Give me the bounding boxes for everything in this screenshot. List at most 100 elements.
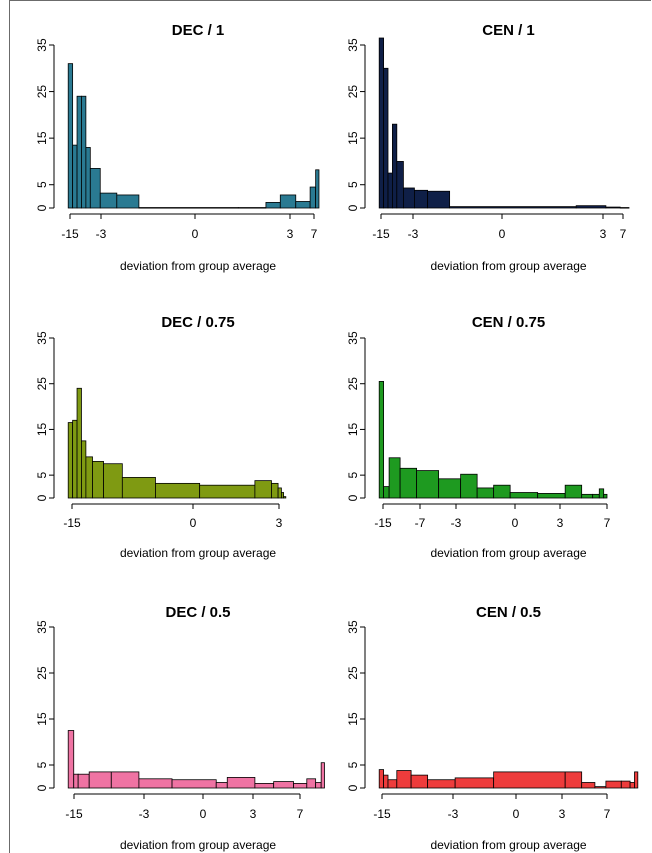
- histogram-panel-4: CEN / 0.75 0 5 15 25 35 -15 -7 -3 0 3 7 deviation fr…: [346, 314, 611, 560]
- histogram-panel-1: DEC / 1 0 5 15 25 35 -15 -3 0 3 7 deviation from gr…: [35, 22, 320, 273]
- histogram-bar: [392, 123, 398, 209]
- x-tick-label: 0: [499, 227, 506, 241]
- histogram-bar: [283, 496, 287, 499]
- y-tick-label: 0: [35, 494, 49, 501]
- histogram-bar: [199, 484, 256, 499]
- histogram-bar: [254, 783, 275, 789]
- histogram-bar: [605, 780, 622, 789]
- histogram-bar: [378, 769, 385, 789]
- y-tick-label: 5: [35, 761, 49, 768]
- histogram-bar: [273, 781, 294, 789]
- y-tick-label: 5: [346, 471, 360, 478]
- x-tick-label: 7: [604, 807, 611, 821]
- x-tick-label: -15: [63, 516, 81, 530]
- histogram-bar: [72, 144, 78, 209]
- histogram-bar: [476, 487, 495, 499]
- figure-frame: [9, 0, 651, 853]
- histogram-bar: [280, 492, 285, 499]
- x-tick-label: 3: [557, 516, 564, 530]
- x-tick-label: -15: [372, 227, 390, 241]
- histogram-bar: [293, 783, 308, 789]
- x-tick-label: -7: [415, 516, 426, 530]
- y-tick-label: 35: [346, 38, 360, 52]
- y-tick-label: 35: [35, 620, 49, 634]
- x-tick-label: 7: [604, 516, 611, 530]
- y-tick-label: 0: [346, 204, 360, 211]
- histogram-bar: [399, 467, 418, 499]
- histogram-bar: [76, 95, 82, 209]
- histogram-bar: [81, 95, 87, 209]
- histogram-bar: [403, 187, 415, 209]
- histogram-bar: [265, 202, 281, 209]
- histogram-bar: [67, 63, 74, 209]
- panel-title: CEN / 1: [482, 22, 535, 39]
- histogram-bar: [564, 484, 583, 499]
- histogram-bar: [438, 478, 462, 499]
- y-tick-label: 35: [35, 331, 49, 345]
- histogram-bar: [171, 779, 217, 789]
- y-tick-label: 15: [346, 422, 360, 436]
- x-tick-label: 3: [559, 807, 566, 821]
- histogram-bar: [67, 422, 74, 499]
- x-axis-label: deviation from group average: [120, 546, 276, 560]
- x-tick-label: 0: [513, 807, 520, 821]
- histogram-bar: [92, 461, 104, 499]
- x-tick-label: 0: [190, 516, 197, 530]
- x-tick-label: -3: [139, 807, 150, 821]
- histogram-bar: [410, 774, 429, 789]
- histogram-bar: [226, 777, 256, 789]
- histogram-bar: [383, 67, 389, 209]
- histogram-bar: [581, 493, 594, 499]
- histogram-bar: [215, 782, 228, 789]
- histogram-bar: [537, 493, 566, 499]
- histogram-bar: [85, 147, 91, 209]
- x-tick-label: 3: [287, 227, 294, 241]
- panel-title: CEN / 0.75: [472, 314, 545, 331]
- histogram-bar: [620, 780, 631, 789]
- y-tick-label: 15: [35, 712, 49, 726]
- histogram-bar: [309, 186, 317, 209]
- y-tick-label: 25: [346, 85, 360, 99]
- y-tick-label: 15: [346, 131, 360, 145]
- histogram-bar: [155, 482, 201, 499]
- x-tick-label: -3: [451, 516, 462, 530]
- panel-title: DEC / 0.75: [161, 314, 234, 331]
- histogram-panel-5: DEC / 0.5 0 5 15 25 35 -15 -3 0 3 7 deviation from …: [35, 604, 325, 852]
- x-tick-label: 7: [311, 227, 318, 241]
- histogram-bar: [271, 482, 279, 499]
- histogram-bar: [605, 206, 621, 209]
- x-tick-label: -3: [408, 227, 419, 241]
- histogram-bar: [383, 486, 390, 499]
- x-axis-label: deviation from group average: [430, 259, 586, 273]
- histogram-bar: [449, 206, 577, 209]
- histogram-bar: [103, 463, 123, 499]
- histogram-bar: [315, 782, 322, 789]
- x-tick-label: -15: [373, 807, 391, 821]
- histogram-bar: [387, 172, 393, 209]
- x-tick-label: 0: [200, 807, 207, 821]
- histogram-bar: [634, 771, 639, 789]
- panel-title: DEC / 0.5: [165, 604, 230, 621]
- x-tick-label: 7: [297, 807, 304, 821]
- y-tick-label: 25: [35, 85, 49, 99]
- y-tick-label: 25: [35, 377, 49, 391]
- x-tick-label: -15: [374, 516, 392, 530]
- histogram-bar: [138, 207, 239, 209]
- histogram-panel-6: CEN / 0.5 0 5 15 25 35 -15 -3 0 3 7 deviation from …: [346, 604, 639, 852]
- histogram-bar: [116, 194, 140, 209]
- histogram-bar: [88, 771, 112, 789]
- histogram-bar: [427, 190, 451, 209]
- histogram-bar: [72, 419, 78, 499]
- x-tick-label: 7: [620, 227, 627, 241]
- y-tick-label: 5: [346, 181, 360, 188]
- histogram-panel-3: DEC / 0.75 0 5 15 25 35 -15 0 3 deviation from gr…: [35, 314, 287, 560]
- histogram-bar: [77, 773, 90, 789]
- histogram-bar: [454, 777, 495, 789]
- x-tick-label: -15: [61, 227, 79, 241]
- histogram-bar: [592, 493, 600, 499]
- y-tick-label: 15: [346, 712, 360, 726]
- histogram-bar: [110, 771, 140, 789]
- y-tick-label: 25: [35, 666, 49, 680]
- histogram-bar: [603, 493, 608, 499]
